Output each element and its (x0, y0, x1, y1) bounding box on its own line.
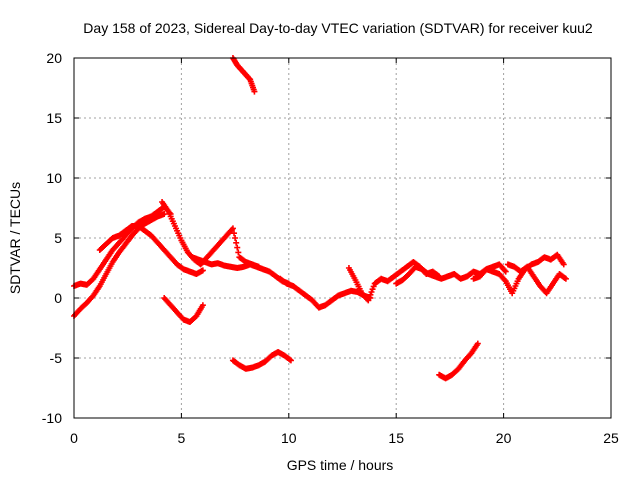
data-point (229, 225, 236, 232)
axis-ticks: 0 5 10 15 20 25 -10 -5 0 5 10 15 20 (42, 50, 619, 446)
data-point (235, 249, 242, 256)
data-point (199, 302, 206, 309)
data-point (199, 267, 206, 274)
data-point (366, 294, 373, 301)
y-tick-label: 20 (46, 50, 62, 66)
data-marks (71, 55, 569, 382)
y-tick-label: -5 (50, 350, 63, 366)
data-point (233, 239, 240, 246)
y-tick-label: -10 (42, 410, 62, 426)
y-axis-label: SDTVAR / TECUs (7, 182, 23, 294)
x-tick-label: 15 (388, 430, 404, 446)
plot-frame (73, 57, 612, 419)
data-point (234, 244, 241, 251)
data-point (369, 286, 376, 293)
series-arc-14 (436, 340, 481, 382)
data-point (161, 211, 168, 217)
data-point (251, 88, 258, 95)
series-arc-3 (96, 223, 206, 277)
x-tick-label: 5 (178, 430, 186, 446)
x-tick-label: 25 (603, 430, 619, 446)
series-arc-9 (470, 251, 567, 297)
x-tick-label: 20 (496, 430, 512, 446)
x-tick-label: 10 (281, 430, 297, 446)
data-point (562, 275, 569, 282)
data-point (474, 340, 481, 347)
x-tick-label: 0 (70, 430, 78, 446)
y-tick-label: 0 (54, 290, 62, 306)
series-arc-10 (504, 261, 569, 297)
data-point (560, 261, 567, 268)
y-tick-label: 10 (46, 170, 62, 186)
data-point (502, 268, 509, 275)
data-point (232, 235, 239, 241)
data-point (231, 230, 238, 237)
x-axis-label: GPS time / hours (287, 457, 394, 473)
y-tick-label: 15 (46, 110, 62, 126)
series-arc-1 (71, 211, 168, 319)
y-tick-label: 5 (54, 230, 62, 246)
series-arc-13 (229, 349, 294, 372)
chart-title: Day 158 of 2023, Sidereal Day-to-day VTE… (83, 20, 593, 36)
series-arc-12 (161, 295, 206, 325)
data-point (287, 357, 294, 364)
series-arc-11 (229, 55, 258, 95)
